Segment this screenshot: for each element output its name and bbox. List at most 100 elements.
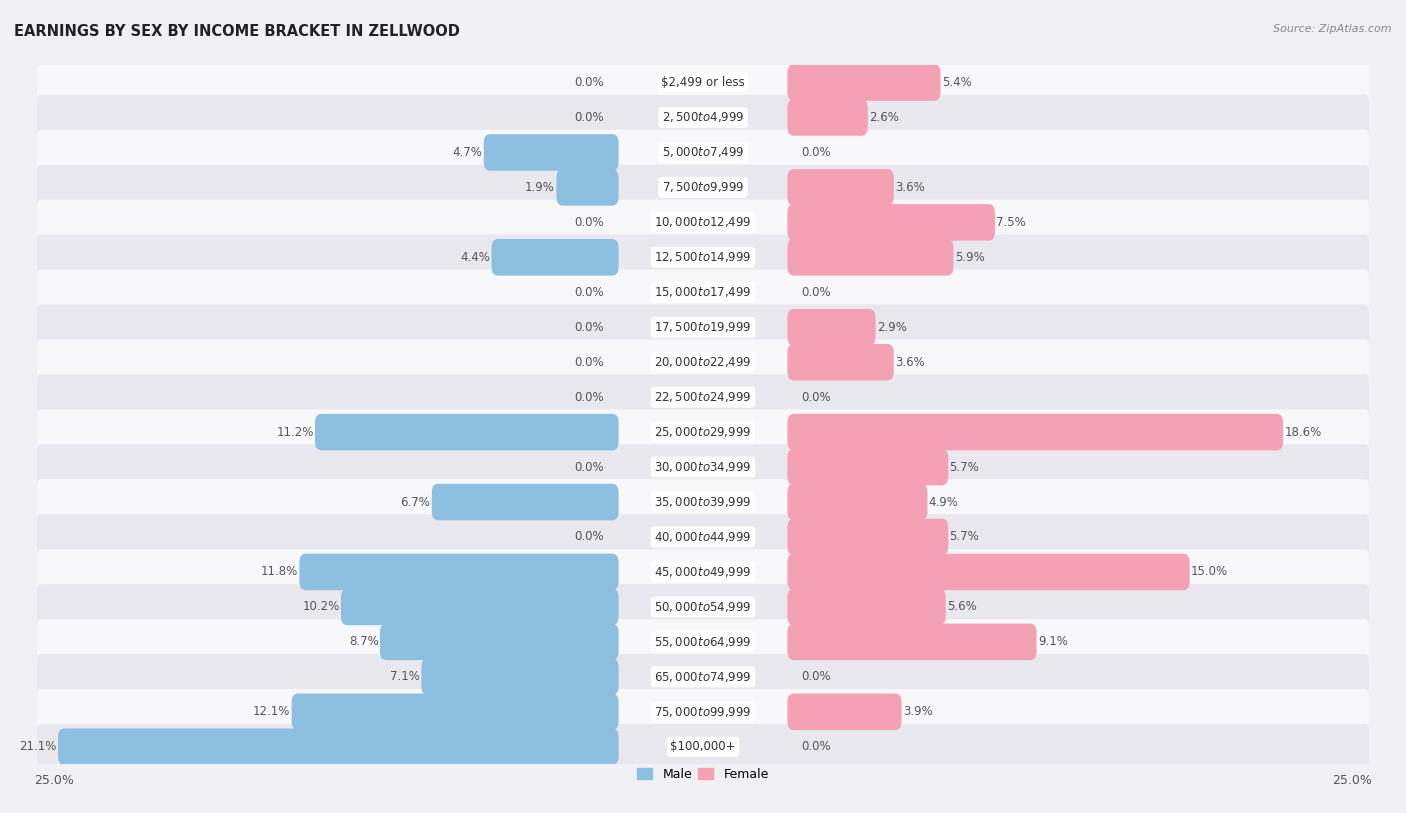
Text: 10.2%: 10.2% (302, 601, 340, 613)
Text: 0.0%: 0.0% (575, 461, 605, 473)
Text: 0.0%: 0.0% (801, 146, 831, 159)
FancyBboxPatch shape (422, 659, 619, 695)
Text: 11.8%: 11.8% (262, 566, 298, 578)
Text: 9.1%: 9.1% (1038, 636, 1067, 648)
Text: Source: ZipAtlas.com: Source: ZipAtlas.com (1274, 24, 1392, 34)
Text: $5,000 to $7,499: $5,000 to $7,499 (662, 146, 744, 159)
Text: $15,000 to $17,499: $15,000 to $17,499 (654, 285, 752, 299)
Text: $22,500 to $24,999: $22,500 to $24,999 (654, 390, 752, 404)
Text: 21.1%: 21.1% (20, 741, 56, 753)
FancyBboxPatch shape (37, 480, 1369, 524)
FancyBboxPatch shape (37, 410, 1369, 454)
Text: 0.0%: 0.0% (575, 531, 605, 543)
Text: 4.7%: 4.7% (453, 146, 482, 159)
Text: 0.0%: 0.0% (801, 741, 831, 753)
FancyBboxPatch shape (787, 449, 948, 485)
FancyBboxPatch shape (299, 554, 619, 590)
Text: 3.6%: 3.6% (896, 181, 925, 193)
FancyBboxPatch shape (291, 693, 619, 730)
Text: $100,000+: $100,000+ (671, 741, 735, 753)
Text: 7.5%: 7.5% (997, 216, 1026, 228)
FancyBboxPatch shape (37, 585, 1369, 629)
FancyBboxPatch shape (787, 99, 868, 136)
FancyBboxPatch shape (37, 60, 1369, 105)
FancyBboxPatch shape (37, 340, 1369, 385)
FancyBboxPatch shape (37, 445, 1369, 489)
Text: 5.9%: 5.9% (955, 251, 984, 263)
Text: $30,000 to $34,999: $30,000 to $34,999 (654, 460, 752, 474)
FancyBboxPatch shape (37, 165, 1369, 210)
FancyBboxPatch shape (787, 693, 901, 730)
FancyBboxPatch shape (787, 344, 894, 380)
FancyBboxPatch shape (37, 550, 1369, 594)
Text: $2,500 to $4,999: $2,500 to $4,999 (662, 111, 744, 124)
FancyBboxPatch shape (787, 484, 928, 520)
Text: 0.0%: 0.0% (575, 111, 605, 124)
Text: EARNINGS BY SEX BY INCOME BRACKET IN ZELLWOOD: EARNINGS BY SEX BY INCOME BRACKET IN ZEL… (14, 24, 460, 39)
FancyBboxPatch shape (37, 620, 1369, 664)
FancyBboxPatch shape (787, 64, 941, 101)
Text: $50,000 to $54,999: $50,000 to $54,999 (654, 600, 752, 614)
FancyBboxPatch shape (787, 309, 876, 346)
Text: $17,500 to $19,999: $17,500 to $19,999 (654, 320, 752, 334)
FancyBboxPatch shape (37, 689, 1369, 734)
Text: 1.9%: 1.9% (526, 181, 555, 193)
FancyBboxPatch shape (787, 239, 953, 276)
FancyBboxPatch shape (787, 554, 1189, 590)
Text: 5.7%: 5.7% (949, 531, 980, 543)
Text: 5.7%: 5.7% (949, 461, 980, 473)
FancyBboxPatch shape (37, 724, 1369, 769)
Legend: Male, Female: Male, Female (633, 763, 773, 786)
Text: $40,000 to $44,999: $40,000 to $44,999 (654, 530, 752, 544)
Text: $75,000 to $99,999: $75,000 to $99,999 (654, 705, 752, 719)
Text: $45,000 to $49,999: $45,000 to $49,999 (654, 565, 752, 579)
FancyBboxPatch shape (787, 204, 995, 241)
FancyBboxPatch shape (787, 589, 946, 625)
Text: 3.6%: 3.6% (896, 356, 925, 368)
Text: 0.0%: 0.0% (575, 356, 605, 368)
Text: $35,000 to $39,999: $35,000 to $39,999 (654, 495, 752, 509)
Text: $2,499 or less: $2,499 or less (661, 76, 745, 89)
FancyBboxPatch shape (787, 414, 1284, 450)
Text: 18.6%: 18.6% (1285, 426, 1322, 438)
FancyBboxPatch shape (315, 414, 619, 450)
Text: 2.6%: 2.6% (869, 111, 898, 124)
FancyBboxPatch shape (37, 654, 1369, 699)
Text: $20,000 to $22,499: $20,000 to $22,499 (654, 355, 752, 369)
Text: 3.9%: 3.9% (903, 706, 932, 718)
FancyBboxPatch shape (37, 235, 1369, 280)
FancyBboxPatch shape (37, 375, 1369, 420)
FancyBboxPatch shape (37, 270, 1369, 315)
FancyBboxPatch shape (37, 515, 1369, 559)
Text: $55,000 to $64,999: $55,000 to $64,999 (654, 635, 752, 649)
Text: 0.0%: 0.0% (575, 216, 605, 228)
Text: $25,000 to $29,999: $25,000 to $29,999 (654, 425, 752, 439)
Text: $7,500 to $9,999: $7,500 to $9,999 (662, 180, 744, 194)
Text: 0.0%: 0.0% (801, 391, 831, 403)
FancyBboxPatch shape (37, 305, 1369, 350)
Text: 4.9%: 4.9% (929, 496, 959, 508)
Text: 12.1%: 12.1% (253, 706, 290, 718)
Text: 0.0%: 0.0% (575, 391, 605, 403)
Text: 7.1%: 7.1% (391, 671, 420, 683)
FancyBboxPatch shape (787, 624, 1036, 660)
Text: $12,500 to $14,999: $12,500 to $14,999 (654, 250, 752, 264)
FancyBboxPatch shape (380, 624, 619, 660)
Text: 8.7%: 8.7% (349, 636, 378, 648)
FancyBboxPatch shape (432, 484, 619, 520)
FancyBboxPatch shape (58, 728, 619, 765)
FancyBboxPatch shape (37, 95, 1369, 140)
Text: $65,000 to $74,999: $65,000 to $74,999 (654, 670, 752, 684)
Text: 5.6%: 5.6% (948, 601, 977, 613)
FancyBboxPatch shape (787, 169, 894, 206)
Text: 15.0%: 15.0% (1191, 566, 1227, 578)
Text: 4.4%: 4.4% (460, 251, 491, 263)
Text: $10,000 to $12,499: $10,000 to $12,499 (654, 215, 752, 229)
FancyBboxPatch shape (342, 589, 619, 625)
FancyBboxPatch shape (787, 519, 948, 555)
FancyBboxPatch shape (37, 200, 1369, 245)
Text: 0.0%: 0.0% (575, 76, 605, 89)
Text: 11.2%: 11.2% (276, 426, 314, 438)
FancyBboxPatch shape (484, 134, 619, 171)
Text: 0.0%: 0.0% (801, 286, 831, 298)
